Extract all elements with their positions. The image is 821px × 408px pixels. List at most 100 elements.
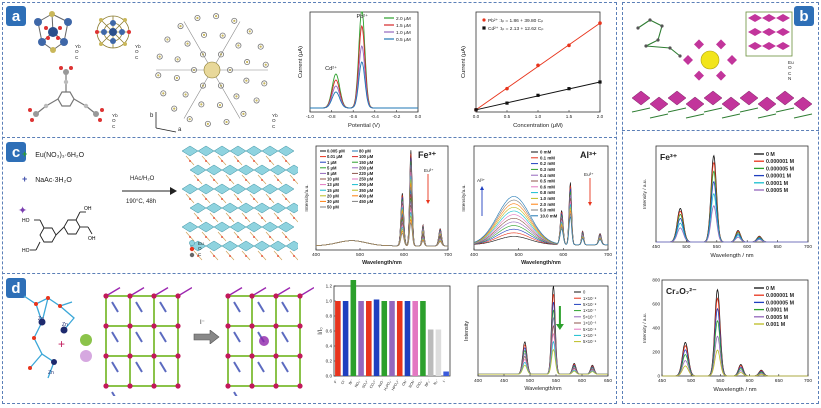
spectrum-line — [316, 221, 448, 247]
cage-depth — [299, 286, 314, 297]
spectrum-line — [478, 348, 608, 375]
cube-polyhedron — [762, 28, 776, 36]
lattice-atom — [158, 55, 161, 58]
x-tick-label: 500 — [515, 252, 523, 258]
legend-entry: 0.3 mM — [540, 167, 555, 172]
ligand-atom — [644, 44, 648, 48]
linker — [281, 361, 289, 373]
eu-polyhedron — [237, 240, 255, 252]
x-tick-label: 500 — [526, 378, 534, 384]
panel-a-cluster-1 — [34, 11, 72, 53]
linker — [257, 301, 265, 313]
cube-polyhedron — [748, 42, 762, 50]
chart-title: Fe³⁺ — [418, 150, 437, 160]
legend-yb: Yb — [272, 113, 278, 118]
ligand-bond — [645, 45, 671, 49]
chain-bond — [739, 107, 759, 113]
x-category-label: BF₄⁻ — [424, 378, 431, 387]
y-axis-label: Intensity — [464, 321, 470, 341]
polyhedron — [667, 90, 687, 106]
legend-entry: 0 mM — [540, 150, 552, 155]
left-frame — [2, 2, 617, 404]
x-tick-label: 500 — [687, 378, 695, 384]
legend-entry: 0.000001 M — [766, 293, 795, 299]
lattice-node — [171, 105, 178, 112]
legend-c: C — [75, 54, 79, 60]
x-tick-label: 600 — [746, 378, 754, 384]
linker — [135, 301, 143, 313]
bar — [373, 299, 380, 376]
eu-polyhedron — [237, 202, 255, 214]
plus-icon-blue: + — [22, 174, 28, 184]
linker — [281, 331, 289, 343]
x-tick-label: 550 — [552, 378, 560, 384]
x-category-label: NO₃⁻ — [354, 378, 362, 388]
x-axis-label: Wavelength / nm — [710, 253, 753, 259]
cage-depth — [129, 286, 145, 297]
cage-depth — [227, 286, 243, 297]
oxygen-atom — [237, 236, 239, 238]
legend-entry: 0.0005 M — [766, 188, 789, 194]
linker — [233, 331, 241, 343]
reagent-2: NaAc·3H₂O — [35, 177, 72, 184]
x-tick-label: 450 — [658, 378, 666, 384]
bar — [342, 301, 349, 376]
chain-bond — [631, 107, 651, 113]
x-tick-label: 0.5 — [504, 114, 511, 119]
y-tick-label: 200 — [652, 350, 660, 355]
bar — [358, 301, 364, 376]
oxygen-atom — [197, 179, 199, 181]
spectrum-line — [662, 349, 808, 377]
lattice-atom — [175, 76, 178, 80]
eu-polyhedron — [213, 145, 231, 157]
node-cluster — [103, 383, 109, 389]
legend-entry: 200 μM — [359, 165, 374, 170]
lattice-node — [201, 31, 208, 38]
eu-polyhedron — [253, 164, 271, 176]
svg-text:OH: OH — [84, 206, 92, 212]
chain-bond — [649, 113, 669, 119]
polyhedron — [775, 90, 795, 106]
oxygen-atom — [261, 255, 263, 257]
legend-entry: 5×10⁻⁸ — [583, 302, 597, 307]
divider-cd — [2, 273, 617, 274]
legend-eu: Eu — [198, 241, 204, 246]
legend-entry: 0.005 μM — [327, 149, 345, 154]
cage-polyhedron — [727, 55, 737, 65]
spectrum-line — [656, 205, 808, 243]
x-axis-label: Concentration (μM) — [513, 123, 563, 129]
plot-frame — [309, 11, 419, 113]
lattice-node — [218, 51, 225, 58]
cage-depth — [105, 286, 121, 297]
bar — [412, 301, 418, 376]
legend-n: N — [788, 76, 792, 82]
x-tick-label: 400 — [470, 252, 478, 258]
node-cluster — [249, 353, 255, 359]
dpv-series-line — [310, 45, 418, 109]
legend-eu: Eu — [788, 60, 794, 65]
lattice-node — [194, 14, 201, 21]
lattice-atom — [173, 107, 176, 110]
x-tick-label: 500 — [356, 252, 364, 258]
oxygen-atom — [221, 160, 223, 162]
lattice-node — [213, 13, 220, 20]
oxygen-atom — [293, 217, 295, 219]
oxygen-atom — [221, 236, 223, 238]
legend-entry: 0.5 μM — [396, 37, 411, 43]
legend-c: C — [112, 123, 116, 129]
lattice-node — [200, 51, 207, 58]
y-tick-label: 0 — [657, 374, 660, 379]
eu-polyhedron — [189, 202, 207, 214]
chain-bond — [793, 113, 813, 119]
lattice-node — [257, 43, 264, 50]
legend-entry: 5 μM — [327, 165, 337, 170]
red-arrow-head — [426, 200, 430, 204]
eu-polyhedron — [261, 145, 279, 157]
oxygen-atom — [245, 255, 247, 257]
lattice-node — [223, 119, 230, 126]
oxygen-atom — [285, 236, 287, 238]
lattice-atom — [196, 16, 199, 20]
legend-entry: 0.4 mM — [540, 173, 555, 178]
exchange-arrow — [193, 330, 220, 344]
oxygen-atom — [261, 179, 263, 181]
